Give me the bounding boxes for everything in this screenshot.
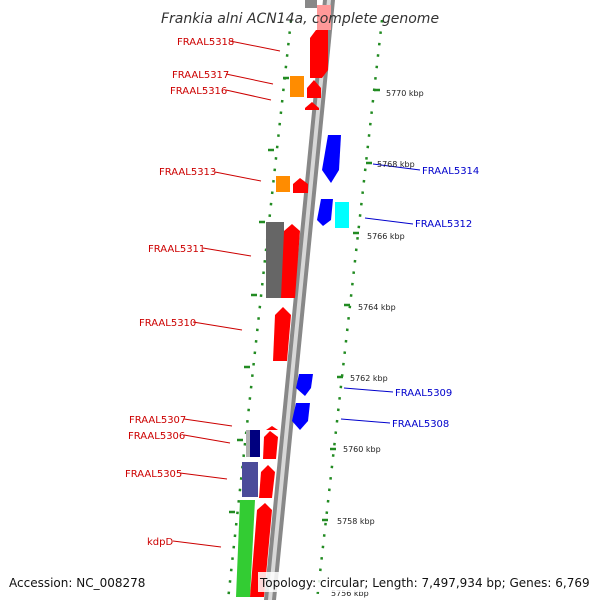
gene-arrow-FRAAL5316 [307,80,321,98]
gene-block-FRAAL5307-navy [248,430,260,457]
kbp-label-5760: 5760 kbp [343,445,381,454]
gene-block-top-pink [317,5,331,30]
gene-label-FRAAL5306[interactable]: FRAAL5306 [128,431,185,442]
gene-label-FRAAL5314[interactable]: FRAAL5314 [422,166,479,177]
gene-arrow-FRAAL5312 [317,199,333,226]
kbp-label-5768: 5768 kbp [377,160,415,169]
gene-label-FRAAL5316[interactable]: FRAAL5316 [170,86,227,97]
gene-label-FRAAL5307[interactable]: FRAAL5307 [129,415,186,426]
topology-text: Topology: circular; Length: 7,497,934 bp… [259,576,590,590]
gene-arrow-FRAAL5310 [273,307,291,361]
gene-block-FRAAL5313 [276,176,290,192]
gene-arrow-FRAAL5314 [322,135,341,183]
kbp-label-5770: 5770 kbp [386,89,424,98]
gene-label-FRAAL5305[interactable]: FRAAL5305 [125,469,182,480]
gene-label-FRAAL5309[interactable]: FRAAL5309 [395,388,452,399]
kbp-label-5756: 5756 kbp [331,589,369,598]
genome-backbone-highlight [268,0,331,600]
kbp-label-5764: 5764 kbp [358,303,396,312]
left-label-leaders [172,40,281,548]
gene-block-FRAAL5311 [266,222,284,298]
footer-topology-backdrop [258,572,592,592]
gene-arrow-FRAAL5308 [292,403,310,430]
gene-label-FRAAL5310[interactable]: FRAAL5310 [139,318,196,329]
gene-arrow-FRAAL5306 [263,431,278,459]
gene-label-FRAAL5311[interactable]: FRAAL5311 [148,244,205,255]
gene-arrow-FRAAL5318 [310,30,328,78]
gene-block-FRAAL5312-cyan [335,202,349,228]
gene-arrow-FRAAL5311 [281,224,300,298]
gene-block-kdpD [236,500,255,597]
gene-arrow-FRAAL5305 [259,465,275,498]
kbp-label-5762: 5762 kbp [350,374,388,383]
gene-label-FRAAL5312[interactable]: FRAAL5312 [415,219,472,230]
gene-arrow-FRAAL5306-tip [266,426,278,430]
right-label-leaders [340,163,421,424]
gene-arrow-FRAAL5316-small [305,102,319,110]
gene-arrow-FRAAL5309 [296,374,313,396]
ruler-major-ticks [229,76,380,522]
gene-label-FRAAL5308[interactable]: FRAAL5308 [392,419,449,430]
gene-block-FRAAL5305 [242,462,258,497]
gene-block-FRAAL5307-silver [246,430,250,457]
gene-label-FRAAL5318[interactable]: FRAAL5318 [177,37,234,48]
gene-label-FRAAL5317[interactable]: FRAAL5317 [172,70,229,81]
kbp-label-5758: 5758 kbp [337,517,375,526]
gene-block-FRAAL5317 [290,76,304,97]
kbp-label-5766: 5766 kbp [367,232,405,241]
gene-arrow-FRAAL5313 [293,178,308,193]
gene-arrow-kdpD [250,503,272,597]
map-title: Frankia alni ACN14a, complete genome [161,11,439,27]
gene-block-top-gray [305,0,317,8]
gene-label-kdpD[interactable]: kdpD [147,537,173,548]
gene-label-FRAAL5313[interactable]: FRAAL5313 [159,167,216,178]
accession-text: Accession: NC_008278 [9,576,145,590]
